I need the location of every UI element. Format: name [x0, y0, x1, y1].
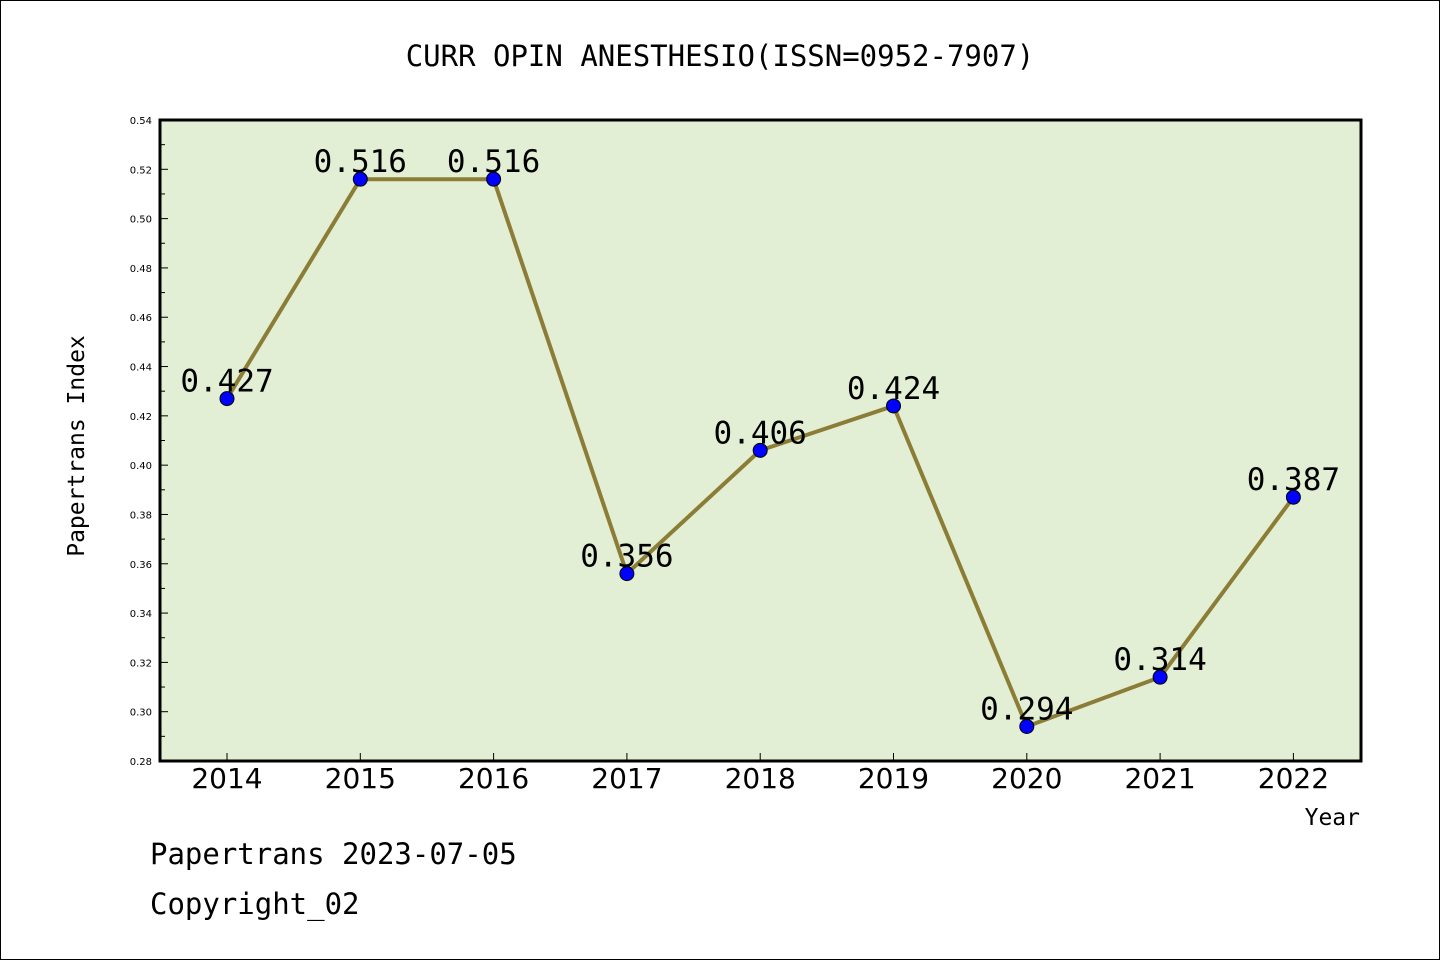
x-tick-label: 2016: [458, 762, 529, 795]
y-tick-label: 0.42: [130, 412, 152, 423]
x-tick-label: 2019: [858, 762, 929, 795]
data-label: 0.406: [714, 415, 807, 451]
y-tick-label: 0.32: [130, 658, 152, 669]
data-point: [886, 398, 901, 414]
data-label: 0.294: [980, 691, 1073, 727]
x-tick-label: 2015: [325, 762, 396, 795]
data-point: [219, 391, 235, 407]
data-point: [619, 566, 635, 582]
y-axis-label: Papertrans Index: [64, 335, 90, 557]
data-point: [752, 442, 768, 458]
data-label: 0.356: [580, 539, 673, 575]
y-tick-label: 0.40: [130, 461, 152, 472]
data-point: [486, 171, 502, 187]
data-labels: 0.427 0.516 0.516 0.356 0.406 0.424 0.294 0.314…: [180, 144, 1340, 727]
x-tick-label: 2021: [1124, 762, 1195, 795]
y-tick-label: 0.34: [130, 609, 152, 620]
plot-area: [160, 120, 1361, 761]
x-tick-label: 2020: [991, 762, 1062, 795]
plot-border: [158, 118, 1363, 763]
y-tick-label: 0.44: [130, 363, 152, 374]
x-tick-label: 2014: [191, 762, 262, 795]
y-tick-label: 0.38: [130, 510, 152, 521]
footer-date: Papertrans 2023-07-05: [150, 837, 517, 871]
x-tick-label: 2017: [591, 762, 662, 795]
data-point: [1285, 489, 1301, 505]
data-label: 0.387: [1247, 462, 1340, 498]
y-tick-label: 0.30: [130, 708, 152, 719]
y-tick-label: 0.50: [130, 215, 152, 226]
data-label: 0.424: [847, 371, 940, 407]
y-tick-label: 0.52: [130, 165, 152, 176]
data-point: [352, 171, 368, 187]
x-axis-label: Year: [1305, 805, 1360, 831]
y-tick-label: 0.36: [130, 560, 152, 571]
data-point: [1019, 718, 1035, 734]
footer-copyright: Copyright_02: [150, 887, 360, 922]
y-tick-label: 0.48: [130, 264, 152, 275]
data-label: 0.516: [447, 144, 540, 180]
y-tick-label: 0.46: [130, 313, 152, 324]
data-markers: [219, 171, 1301, 734]
y-tick-label: 0.28: [130, 757, 152, 768]
x-tick-label: 2018: [725, 762, 796, 795]
x-tick-label: 2022: [1258, 762, 1329, 795]
chart-title: CURR OPIN ANESTHESIO(ISSN=0952-7907): [406, 39, 1035, 73]
data-label: 0.516: [314, 144, 407, 180]
x-axis: 2014 2015 2016 2017 2018 2019 2020 2021 2022: [191, 753, 1329, 795]
data-point: [1152, 669, 1168, 685]
y-tick-label: 0.54: [130, 116, 152, 127]
data-label: 0.314: [1113, 642, 1206, 678]
data-label: 0.427: [180, 364, 273, 400]
